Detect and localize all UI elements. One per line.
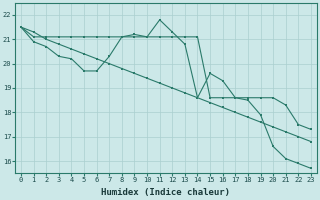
X-axis label: Humidex (Indice chaleur): Humidex (Indice chaleur)	[101, 188, 230, 197]
